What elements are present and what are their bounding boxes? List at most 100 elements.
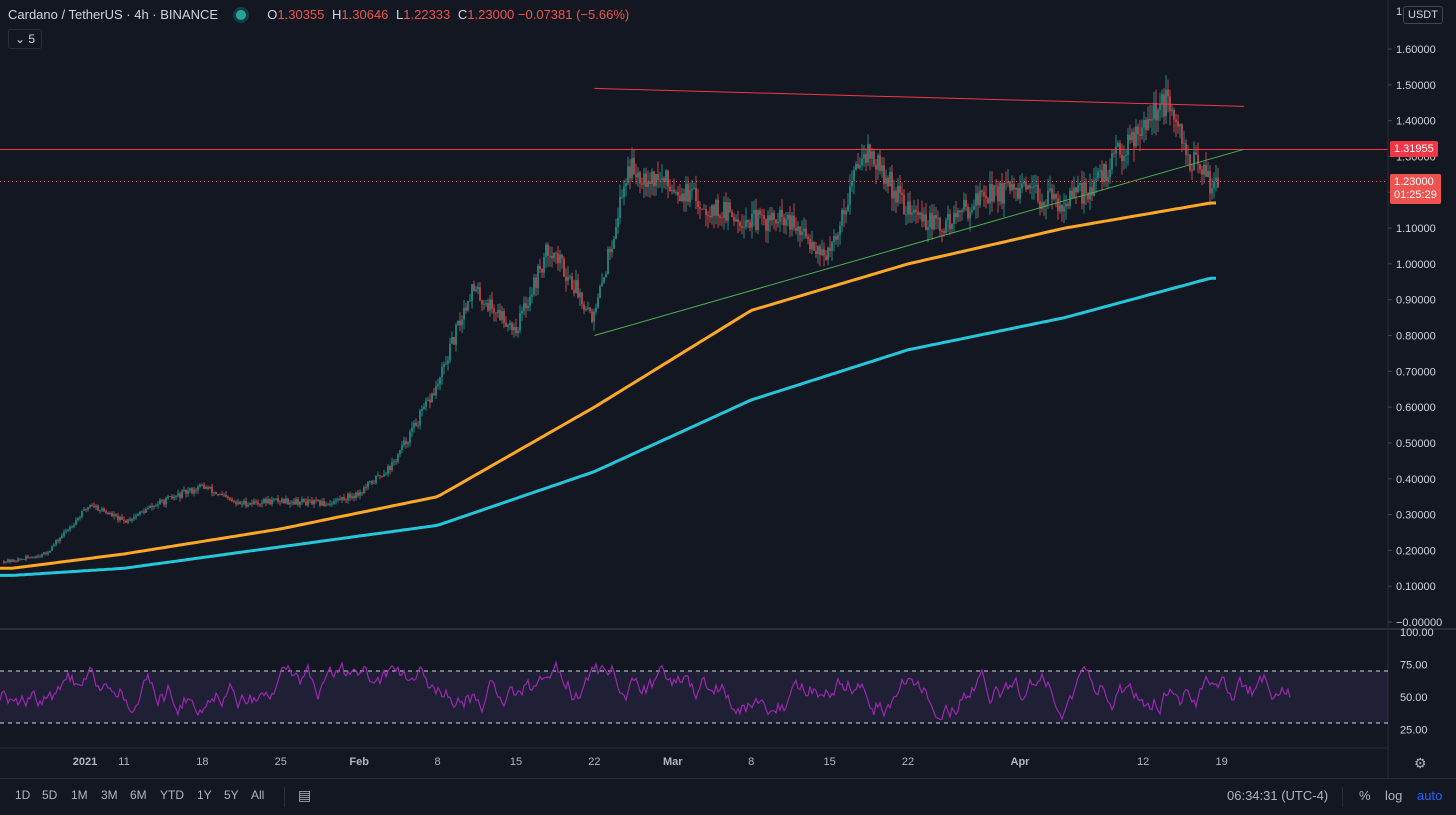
range-button-3m[interactable]: 3M	[101, 788, 118, 802]
candle-body	[589, 307, 591, 312]
price-axis[interactable]: 1.600001.500001.400001.300001.200001.100…	[1388, 6, 1442, 629]
candle-body	[981, 190, 983, 193]
candle-body	[615, 227, 617, 239]
time-tick-label: 15	[823, 756, 835, 768]
candle-body	[451, 336, 453, 344]
candle-body	[1063, 206, 1065, 212]
range-button-5d[interactable]: 5D	[42, 788, 58, 802]
candle-body	[155, 505, 157, 507]
settings-gear-icon[interactable]: ⚙	[1414, 755, 1427, 771]
candle-body	[957, 210, 959, 218]
time-tick-label: 8	[748, 756, 754, 768]
time-tick-label: 2021	[73, 756, 97, 768]
candle-body	[1217, 177, 1219, 188]
candle-body	[149, 505, 151, 509]
candle-body	[161, 500, 163, 501]
rsi-tick-label: 25.00	[1400, 725, 1428, 737]
indicators-count: 5	[28, 32, 36, 46]
rsi-axis[interactable]: 100.00 75.00 50.00 25.00	[1400, 627, 1434, 737]
candle-body	[541, 269, 543, 273]
candle-body	[463, 307, 465, 320]
symbol-title[interactable]: Cardano / TetherUS · 4h · BINANCE	[8, 7, 219, 22]
currency-label[interactable]: USDT	[1403, 6, 1443, 24]
chart-canvas[interactable]: 1.600001.500001.400001.300001.200001.100…	[0, 0, 1456, 778]
candle-body	[371, 481, 373, 484]
clock-timezone[interactable]: 06:34:31 (UTC-4)	[1227, 788, 1329, 803]
resistance-trendline[interactable]	[594, 87, 1245, 107]
candle-body	[187, 490, 189, 494]
range-button-1d[interactable]: 1D	[15, 788, 31, 802]
candle-body	[433, 393, 435, 396]
candle-body	[281, 498, 283, 502]
time-tick-label: 18	[196, 756, 208, 768]
percent-scale-button[interactable]: %	[1359, 788, 1371, 803]
candle-body	[655, 173, 657, 187]
candle-body	[341, 497, 343, 500]
candle-body	[579, 292, 581, 298]
candle-body	[691, 188, 693, 191]
log-scale-button[interactable]: log	[1385, 788, 1403, 803]
candle-body	[399, 450, 401, 455]
candle-body	[365, 487, 367, 488]
rsi-tick-label: 75.00	[1400, 660, 1428, 672]
candle-body	[871, 151, 873, 159]
candle-body	[985, 195, 987, 199]
range-button-all[interactable]: All	[251, 788, 265, 802]
candle-body	[125, 520, 127, 523]
candle-body	[83, 508, 85, 511]
candle-body	[331, 503, 333, 505]
indicators-toggle-button[interactable]: ⌄ 5	[8, 29, 43, 49]
candle-body	[573, 289, 575, 293]
candle-body	[877, 155, 879, 170]
price-tick-label: 0.40000	[1396, 474, 1436, 486]
time-tick-label: Apr	[1011, 756, 1031, 768]
candle-body	[99, 510, 101, 512]
candle-body	[847, 204, 849, 211]
range-button-ytd[interactable]: YTD	[160, 788, 184, 802]
range-button-6m[interactable]: 6M	[130, 788, 147, 802]
candle-body	[963, 199, 965, 211]
candle-body	[619, 197, 621, 218]
candle-body	[263, 498, 265, 503]
candle-body	[765, 218, 767, 231]
candle-body	[733, 217, 735, 222]
candle-body	[441, 366, 443, 378]
candle-body	[479, 287, 481, 301]
candle-body	[97, 505, 99, 511]
candle-body	[973, 206, 975, 210]
time-axis[interactable]: 2021 11 18 25 Feb 8 15 22 Mar 8 15 22 Apr 12 19	[73, 756, 1228, 768]
price-tick-label: 1.10000	[1396, 223, 1436, 235]
candle-body	[19, 558, 21, 560]
candle-body	[79, 516, 81, 519]
range-button-5y[interactable]: 5Y	[224, 788, 239, 802]
candle-body	[205, 487, 207, 489]
candle-body	[771, 212, 773, 221]
candle-body	[709, 216, 711, 218]
candle-body	[495, 312, 497, 314]
candle-body	[143, 511, 145, 513]
candle-body	[189, 488, 191, 491]
candle-body	[795, 227, 797, 231]
candle-body	[697, 200, 699, 208]
candle-body	[1161, 94, 1163, 104]
candle-body	[21, 559, 23, 560]
candle-body	[525, 303, 527, 308]
range-button-1y[interactable]: 1Y	[197, 788, 212, 802]
candle-body	[1009, 181, 1011, 191]
candle-body	[599, 286, 601, 298]
candle-body	[703, 208, 705, 210]
date-range-icon[interactable]: ▤	[298, 787, 312, 803]
auto-scale-button[interactable]: auto	[1417, 788, 1443, 803]
candle-body	[731, 211, 733, 218]
support-trendline[interactable]	[594, 148, 1245, 337]
candle-body	[637, 172, 639, 178]
candle-body	[905, 214, 907, 216]
candle-body	[713, 205, 715, 216]
candle-body	[1129, 134, 1131, 141]
range-button-1m[interactable]: 1M	[71, 788, 88, 802]
candle-body	[325, 504, 327, 506]
alert-price-tag: 1.31955	[1390, 141, 1438, 157]
candle-body	[623, 186, 625, 197]
candle-body	[111, 512, 113, 517]
open-label: O	[267, 7, 278, 22]
